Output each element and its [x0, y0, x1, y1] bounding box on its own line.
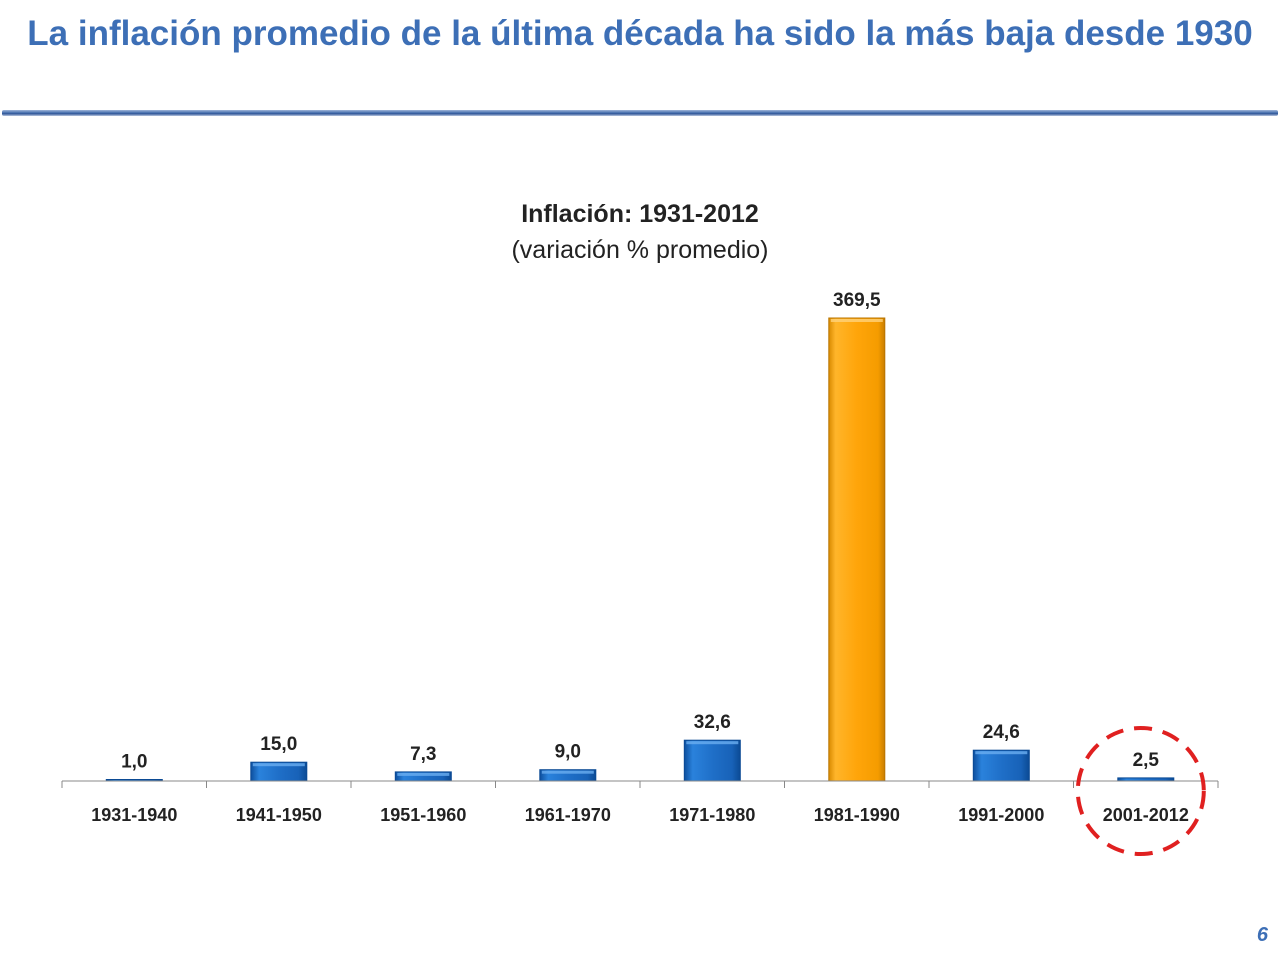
bar-bevel-1991-2000: [975, 751, 1028, 755]
x-tick-labels: 1931-1940 1941-1950 1951-1960 1961-1970 1971…: [91, 805, 1189, 825]
value-label-1941-1950: 15,0: [260, 734, 297, 755]
chart-subtitle: (variación % promedio): [511, 236, 768, 264]
tick-label-1961-1970: 1961-1970: [525, 805, 611, 825]
page-number: 6: [1256, 924, 1268, 946]
annotation-layer: [1075, 726, 1206, 856]
bar-bevel-1961-1970: [541, 770, 594, 774]
tick-label-1991-2000: 1991-2000: [958, 805, 1044, 825]
x-axis: [61, 780, 1219, 788]
slide-title: La inflación promedio de la última décad…: [27, 14, 1253, 53]
bar-1971-1980: [683, 739, 741, 782]
value-label-1951-1960: 7,3: [410, 744, 436, 765]
chart-title: Inflación: 1931-2012: [521, 200, 759, 228]
bar-bevel-1941-1950: [252, 763, 305, 767]
highlight-circle: [1075, 726, 1206, 856]
tick-label-2001-2012: 2001-2012: [1103, 805, 1189, 825]
bar-bevel-1951-1960: [397, 772, 450, 776]
tick-label-1931-1940: 1931-1940: [91, 805, 177, 825]
bar-bevel-1981-1990: [830, 319, 883, 322]
tick-label-1981-1990: 1981-1990: [814, 805, 900, 825]
value-label-1931-1940: 1,0: [121, 752, 147, 773]
bar-1981-1990: [828, 317, 886, 782]
bars-layer: [105, 317, 1175, 782]
value-label-1981-1990: 369,5: [833, 290, 881, 311]
value-label-1991-2000: 24,6: [983, 722, 1020, 743]
tick-label-1951-1960: 1951-1960: [380, 805, 466, 825]
inflation-bar-chart: Inflación: 1931-2012 (variación % promed…: [61, 200, 1219, 856]
tick-label-1971-1980: 1971-1980: [669, 805, 755, 825]
title-divider: [2, 110, 1278, 116]
value-labels-layer: 1,0 15,0 7,3 9,0 32,6 369,5 24,6 2,5: [121, 290, 1159, 773]
tick-label-1941-1950: 1941-1950: [236, 805, 322, 825]
value-label-1961-1970: 9,0: [555, 742, 581, 763]
value-label-1971-1980: 32,6: [694, 712, 731, 733]
bar-bevel-1971-1980: [686, 741, 739, 745]
bar-1991-2000: [972, 749, 1030, 782]
value-label-2001-2012: 2,5: [1133, 750, 1160, 771]
